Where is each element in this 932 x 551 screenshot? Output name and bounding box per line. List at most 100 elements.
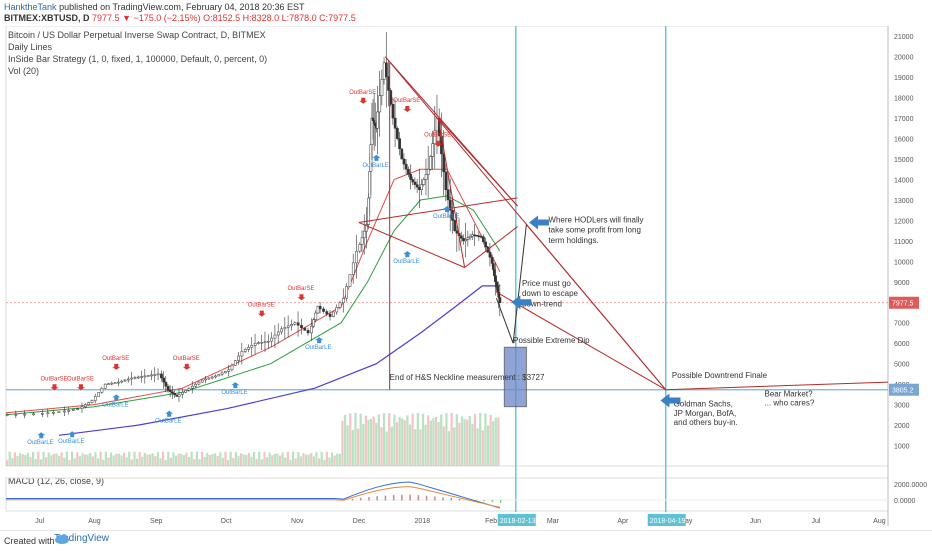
signal-line	[6, 486, 501, 508]
candle-body	[146, 375, 150, 377]
triangle-right-line	[464, 226, 518, 268]
volume-bar	[143, 452, 146, 466]
signal-label: OutBarSE	[41, 376, 68, 382]
volume-bar	[414, 429, 417, 466]
volume-bar	[112, 455, 115, 466]
candle-body	[227, 369, 231, 372]
volume-bar	[250, 456, 253, 466]
candle-body	[466, 237, 470, 240]
projection-down-line	[525, 224, 667, 391]
buyin-arrow-icon	[660, 393, 681, 408]
volume-bar	[442, 426, 445, 466]
candle-body	[300, 325, 303, 329]
volume-bar	[200, 451, 204, 466]
volume-bar	[263, 451, 266, 466]
volume-bar	[294, 458, 297, 466]
sell-arrow-icon	[403, 105, 412, 112]
candle-body	[420, 184, 423, 190]
sell-arrow-icon	[182, 363, 191, 370]
sell-arrow-icon	[434, 140, 443, 147]
candle-body	[253, 342, 257, 346]
signal-label: OutBarSE	[287, 286, 314, 292]
volume-bar	[489, 414, 492, 466]
volume-bar	[24, 454, 27, 466]
volume-bar	[107, 457, 110, 466]
candle-body	[120, 380, 124, 383]
volume-bar	[167, 451, 170, 466]
author-link[interactable]: HanktheTank	[4, 2, 57, 12]
buy-arrow-icon	[403, 251, 412, 258]
price-badge	[889, 296, 919, 309]
y-tick-label: 17000	[894, 116, 914, 123]
volume-bar	[99, 451, 102, 466]
tradingview-logo[interactable]: TradingView	[54, 533, 109, 544]
macd-histogram-bar	[409, 494, 411, 501]
candle-body	[200, 379, 204, 383]
volume-bar	[364, 415, 367, 466]
candle-body	[156, 373, 160, 376]
candle-body	[407, 169, 410, 175]
volume-bar	[91, 456, 94, 466]
candle-body	[194, 383, 197, 387]
volume-bar	[343, 415, 347, 466]
volume-bar	[247, 452, 250, 466]
volume-bar	[18, 453, 22, 466]
candle-body	[451, 209, 454, 221]
ma-fast-line	[5, 168, 501, 414]
macd-histogram-bar	[491, 500, 494, 503]
signal-label: OutBarSE	[393, 98, 420, 104]
last-price: 7977.5	[92, 13, 120, 23]
y-tick-label: 18000	[894, 96, 914, 103]
candle-body	[52, 412, 55, 414]
volume-bar	[216, 455, 219, 466]
volume-bar	[128, 451, 131, 466]
candle-body	[204, 378, 207, 381]
candle-body	[332, 311, 335, 317]
volume-bar	[310, 453, 313, 466]
price-chart[interactable]: Bitcoin / US Dollar Perpetual Inverse Sw…	[0, 26, 932, 528]
annotation-text: term holdings.	[548, 236, 598, 245]
volume-bar	[312, 456, 315, 466]
candle-body	[160, 373, 163, 379]
volume-bar	[187, 457, 191, 466]
candle-body	[376, 111, 379, 129]
legend-title: Bitcoin / US Dollar Perpetual Inverse Sw…	[8, 30, 266, 40]
volume-bar	[182, 455, 185, 466]
candle-body	[422, 179, 426, 185]
candle-body	[164, 381, 168, 387]
candle-body	[328, 313, 332, 317]
chart-area[interactable]: Bitcoin / US Dollar Perpetual Inverse Sw…	[0, 26, 932, 528]
y-tick-label: 9000	[894, 280, 910, 287]
volume-bar	[211, 454, 214, 466]
volume-bar	[486, 425, 490, 466]
volume-bar	[104, 451, 107, 466]
volume-bar	[330, 452, 334, 466]
volume-bar	[52, 453, 55, 466]
volume-bar	[47, 452, 50, 466]
candle-body	[32, 413, 35, 416]
annotation-text: down to escape	[522, 289, 579, 298]
signal-label: OutBarSE	[67, 376, 94, 382]
volume-bar	[320, 451, 323, 466]
volume-bar	[408, 424, 412, 466]
signal-label: OutBarSE	[349, 90, 376, 96]
x-tick-label: Nov	[291, 518, 304, 525]
y-tick-label: 3000	[894, 403, 910, 410]
volume-bar	[11, 458, 14, 466]
volume-bar	[16, 455, 19, 466]
candle-body	[400, 148, 404, 160]
projected-path	[495, 224, 527, 344]
volume-bar	[86, 454, 89, 466]
x-tick-label: Jun	[750, 518, 761, 525]
buy-arrow-icon	[68, 431, 77, 438]
y-tick-label: 6000	[894, 341, 910, 348]
candle-body	[90, 400, 94, 403]
macd-histogram-bar	[351, 498, 354, 501]
candle-body	[257, 342, 260, 344]
x-tick-label: Aug	[88, 518, 101, 525]
candle-body	[71, 409, 75, 411]
candle-body	[404, 163, 408, 170]
candle-body	[173, 393, 177, 396]
candle-body	[237, 355, 240, 361]
volume-bar	[164, 460, 167, 466]
